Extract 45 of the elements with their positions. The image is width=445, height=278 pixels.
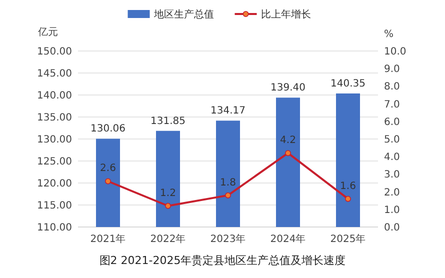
- y-tick-label: 120.00: [37, 178, 72, 190]
- y2-tick-label: 2.0: [384, 187, 400, 198]
- data-label: 1.6: [340, 180, 356, 192]
- x-tick-label: 2023年: [210, 233, 246, 245]
- data-label: 4.2: [280, 135, 296, 146]
- x-tick-label: 2021年: [90, 233, 126, 245]
- y-tick-label: 110.00: [37, 222, 72, 234]
- y2-tick-label: 1.0: [384, 204, 400, 216]
- y-tick-label: 135.00: [37, 112, 72, 124]
- y2-tick-label: 10.0: [384, 46, 406, 58]
- data-label: 1.8: [220, 177, 236, 188]
- point: [105, 178, 111, 184]
- data-label: 130.06: [90, 124, 126, 135]
- point: [285, 150, 291, 156]
- y2-tick-label: 4.0: [384, 152, 400, 164]
- legend-label: 地区生产总值: [152, 8, 214, 20]
- x-tick-label: 2025年: [330, 233, 366, 245]
- legend-label: 比上年增长: [260, 8, 311, 20]
- point: [225, 192, 231, 198]
- y-axis-title: 亿元: [37, 27, 58, 38]
- x-tick-label: 2024年: [270, 233, 306, 245]
- y2-tick-label: 9.0: [384, 64, 400, 76]
- point: [165, 202, 171, 209]
- point: [345, 196, 351, 202]
- data-label: 131.85: [150, 116, 186, 127]
- data-label: 2.6: [100, 163, 116, 174]
- x-tick-label: 2022年: [150, 233, 186, 245]
- y-tick-label: 130.00: [37, 134, 72, 146]
- y2-axis-title: %: [384, 29, 394, 40]
- y2-tick-label: 8.0: [384, 82, 400, 93]
- data-label: 140.35: [330, 78, 366, 90]
- y-tick-label: 125.00: [37, 156, 72, 168]
- y-tick-label: 145.00: [37, 68, 72, 80]
- data-label: 1.2: [160, 188, 176, 199]
- y2-tick-label: 3.0: [384, 170, 400, 181]
- y2-tick-label: 6.0: [384, 116, 400, 128]
- y2-tick-label: 5.0: [384, 134, 400, 146]
- data-label: 134.17: [210, 106, 246, 117]
- y-tick-label: 150.00: [37, 46, 72, 58]
- y-tick-label: 115.00: [37, 200, 72, 212]
- y-tick-label: 140.00: [37, 90, 72, 102]
- y2-tick-label: 7.0: [384, 99, 400, 110]
- data-label: 139.40: [270, 82, 306, 94]
- text: 图2 2021-2025年贵定县地区生产总值及增长速度: [99, 254, 346, 267]
- y2-tick-label: 0.0: [384, 222, 400, 234]
